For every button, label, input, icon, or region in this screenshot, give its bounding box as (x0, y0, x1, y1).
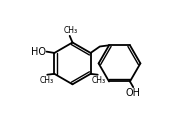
Text: CH₃: CH₃ (91, 76, 105, 85)
Text: CH₃: CH₃ (63, 26, 77, 35)
Text: OH: OH (126, 88, 141, 98)
Text: CH₃: CH₃ (40, 76, 54, 85)
Text: HO: HO (31, 47, 46, 57)
